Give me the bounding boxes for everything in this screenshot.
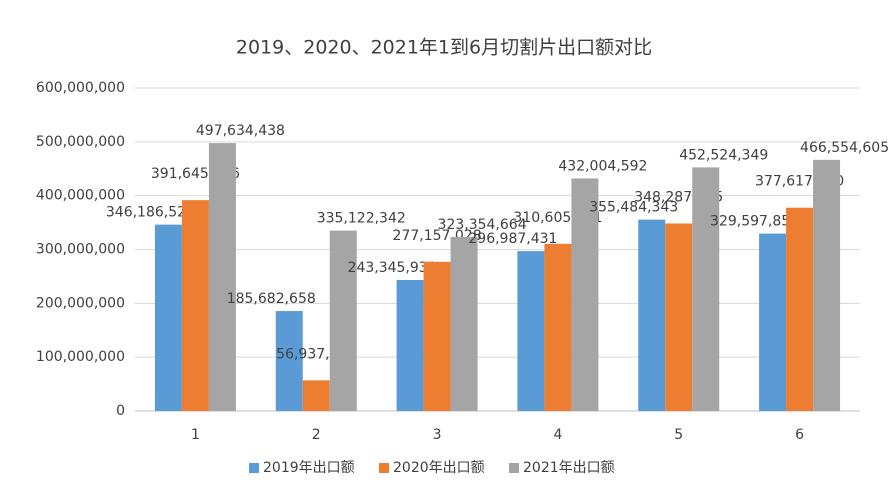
legend-swatch bbox=[509, 463, 519, 473]
bar bbox=[423, 261, 451, 411]
bar bbox=[517, 251, 545, 411]
x-tick-label: 2 bbox=[312, 427, 321, 443]
bar bbox=[302, 380, 330, 411]
x-tick-label: 6 bbox=[795, 427, 804, 443]
bar bbox=[813, 159, 841, 411]
bar bbox=[759, 233, 787, 411]
legend-label: 2021年出口额 bbox=[523, 460, 615, 476]
data-label: 296,987,431 bbox=[468, 231, 557, 247]
data-label: 355,484,343 bbox=[589, 200, 678, 216]
chart-title: 2019、2020、2021年1到6月切割片出口额对比 bbox=[236, 37, 652, 59]
y-tick-label: 200,000,000 bbox=[36, 295, 125, 311]
bar bbox=[638, 219, 666, 411]
bar bbox=[786, 207, 814, 411]
bar bbox=[329, 230, 357, 411]
x-tick-label: 4 bbox=[553, 427, 562, 443]
bar bbox=[692, 167, 720, 411]
bar bbox=[665, 223, 693, 411]
data-label: 329,597,856 bbox=[710, 214, 799, 230]
data-label: 185,682,658 bbox=[227, 291, 316, 307]
bar bbox=[181, 200, 209, 411]
bar bbox=[450, 236, 478, 411]
y-tick-label: 0 bbox=[116, 403, 125, 419]
legend-swatch bbox=[379, 463, 389, 473]
data-label: 432,004,592 bbox=[558, 158, 647, 174]
data-label: 323,354,664 bbox=[438, 217, 527, 233]
data-label: 335,122,342 bbox=[317, 211, 406, 227]
data-label: 497,634,438 bbox=[196, 123, 285, 139]
y-tick-label: 400,000,000 bbox=[36, 188, 125, 204]
y-tick-label: 500,000,000 bbox=[36, 134, 125, 150]
data-label: 243,345,930 bbox=[348, 260, 437, 276]
data-label: 452,524,349 bbox=[679, 147, 768, 163]
y-tick-label: 300,000,000 bbox=[36, 242, 125, 258]
bar bbox=[544, 243, 572, 411]
bar bbox=[208, 143, 236, 411]
legend-label: 2019年出口额 bbox=[263, 460, 355, 476]
bar bbox=[154, 224, 182, 411]
legend-swatch bbox=[249, 463, 259, 473]
x-tick-label: 5 bbox=[674, 427, 683, 443]
data-label: 466,554,605 bbox=[800, 140, 889, 156]
y-tick-label: 100,000,000 bbox=[36, 349, 125, 365]
x-tick-label: 3 bbox=[433, 427, 442, 443]
bar bbox=[275, 311, 303, 411]
y-tick-label: 600,000,000 bbox=[36, 80, 125, 96]
x-tick-label: 1 bbox=[191, 427, 200, 443]
data-label: 346,186,521 bbox=[106, 205, 195, 221]
bar bbox=[396, 279, 424, 411]
legend-label: 2020年出口额 bbox=[393, 460, 485, 476]
bar bbox=[571, 178, 599, 411]
